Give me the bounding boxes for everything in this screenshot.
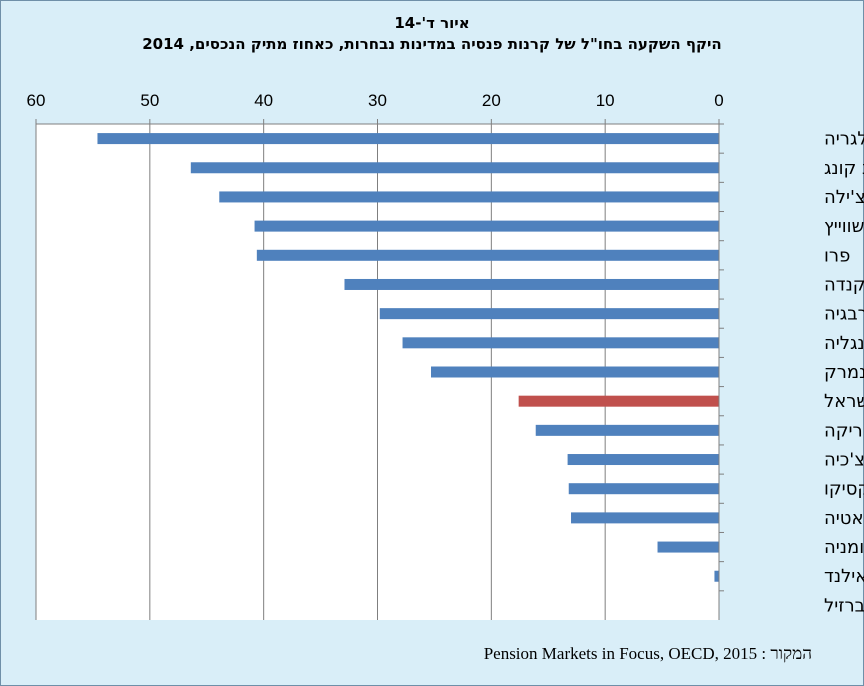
category-label: ישראל: [824, 391, 864, 412]
category-label: הונג קונג: [824, 158, 864, 179]
bar-2: [219, 191, 719, 203]
category-label: קרואטיה: [824, 508, 864, 529]
category-label: קנדה: [824, 274, 864, 295]
bar-15: [714, 570, 719, 582]
bar-6: [379, 308, 719, 320]
source-note: המקור : Pension Markets in Focus, OECD, …: [483, 644, 812, 663]
bar-8: [431, 366, 719, 378]
category-label: ברזיל: [824, 595, 864, 616]
bar-3: [254, 220, 719, 232]
x-tick-label: 40: [254, 91, 273, 110]
category-label: דרום אפריקה: [824, 420, 864, 441]
category-label: שווייץ: [824, 216, 864, 237]
bar-9: [518, 395, 719, 407]
bar-10: [535, 424, 719, 436]
category-label: רומניה: [824, 537, 864, 558]
category-label: צ'ילה: [824, 187, 864, 208]
bar-5: [344, 278, 719, 290]
category-label: צ'כיה: [824, 450, 864, 471]
category-label: מקסיקו: [824, 479, 864, 500]
x-tick-label: 50: [140, 91, 159, 110]
x-tick-label: 30: [368, 91, 387, 110]
bar-13: [571, 512, 719, 524]
x-tick-label: 10: [596, 91, 615, 110]
x-tick-label: 20: [482, 91, 501, 110]
bar-12: [568, 483, 719, 495]
category-label: תאילנד: [824, 566, 864, 587]
category-label: דנמרק: [824, 362, 864, 383]
x-tick-label: 60: [27, 91, 46, 110]
bar-0: [97, 133, 720, 145]
category-label: בולגריה: [824, 129, 864, 150]
bar-7: [402, 337, 719, 349]
bar-11: [567, 454, 719, 466]
bar-1: [190, 162, 719, 174]
category-label: פרו: [824, 245, 850, 266]
chart-subtitle: היקף השקעה בחו"ל של קרנות פנסיה במדינות …: [142, 35, 722, 53]
category-label: נורבגיה: [824, 304, 864, 325]
bar-4: [256, 249, 719, 261]
x-tick-label: 0: [714, 91, 723, 110]
category-label: אנגליה: [824, 333, 864, 354]
chart-title: איור ד'-14: [394, 14, 470, 32]
bar-14: [657, 541, 719, 553]
